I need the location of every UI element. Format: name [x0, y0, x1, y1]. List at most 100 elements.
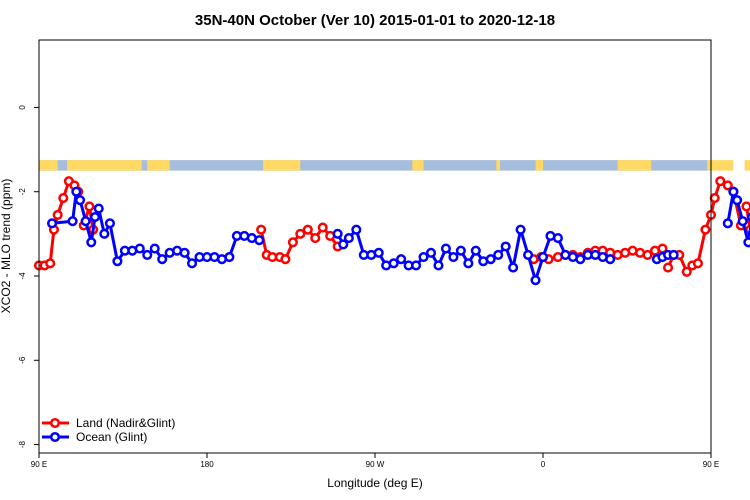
data-point-ocean [396, 254, 407, 265]
data-point-ocean [500, 241, 511, 252]
data-point-ocean [351, 224, 362, 235]
data-point-ocean [485, 254, 496, 265]
data-point-land [700, 224, 711, 235]
data-point-ocean [728, 186, 739, 197]
mask-land-segment [535, 160, 543, 171]
legend-item-land: Land (Nadir&Glint) [42, 416, 175, 430]
series-ocean [47, 186, 750, 286]
data-point-ocean [112, 256, 123, 267]
data-point-ocean [455, 245, 466, 256]
data-point-ocean [668, 249, 679, 260]
data-point-ocean [722, 218, 733, 229]
data-point-ocean [493, 249, 504, 260]
data-point-ocean [187, 258, 198, 269]
data-point-ocean [71, 186, 82, 197]
legend-item-ocean: Ocean (Glint) [42, 430, 147, 444]
data-point-ocean [67, 216, 78, 227]
data-point-ocean [732, 195, 743, 206]
data-point-land [280, 254, 291, 265]
x-tick-label: 90 E [703, 460, 719, 469]
mask-land-segment [67, 160, 142, 171]
data-point-land [256, 224, 267, 235]
land-ocean-mask-band [39, 160, 750, 171]
data-point-ocean [343, 233, 354, 244]
x-tick-label: 90 E [31, 460, 47, 469]
data-point-ocean [433, 260, 444, 271]
data-point-ocean [179, 247, 190, 258]
x-axis-label: Longitude (deg E) [327, 476, 422, 490]
data-point-land [709, 192, 720, 204]
data-point-ocean [373, 247, 384, 258]
series-layer [33, 176, 750, 286]
data-point-ocean [47, 218, 58, 229]
data-point-ocean [254, 235, 265, 246]
data-point-ocean [75, 195, 86, 206]
data-point-ocean [575, 254, 586, 265]
mask-land-segment [496, 160, 501, 171]
y-tick-label: -8 [18, 440, 27, 448]
data-point-ocean [134, 243, 145, 254]
data-point-ocean [448, 251, 459, 263]
data-point-ocean [388, 258, 399, 269]
data-point-ocean [224, 251, 235, 263]
data-point-ocean [104, 218, 115, 229]
data-point-land [295, 228, 306, 239]
data-point-ocean [149, 243, 160, 254]
data-point-ocean [552, 233, 563, 244]
data-point-ocean [440, 243, 451, 254]
data-point-ocean [523, 249, 534, 260]
data-point-land [715, 176, 726, 187]
data-point-ocean [530, 275, 541, 286]
data-point-ocean [93, 203, 104, 214]
legend-label-ocean: Ocean (Glint) [76, 430, 147, 444]
data-point-land [58, 192, 69, 204]
data-point-ocean [743, 237, 750, 248]
chart-title: 35N-40N October (Ver 10) 2015-01-01 to 2… [195, 12, 555, 29]
x-tick-label: 90 W [366, 460, 385, 469]
data-point-land [52, 209, 63, 220]
y-tick-label: -6 [18, 356, 27, 364]
y-axis-label: XCO2 - MLO trend (ppm) [0, 179, 13, 314]
data-point-ocean [737, 216, 748, 227]
legend-label-land: Land (Nadir&Glint) [76, 416, 175, 430]
y-tick-label: 0 [18, 105, 27, 110]
data-point-ocean [425, 247, 437, 258]
data-point-ocean [157, 254, 168, 265]
data-point-ocean [332, 228, 343, 239]
data-point-ocean [80, 216, 91, 227]
data-point-land [310, 233, 321, 244]
y-tick-label: -2 [18, 188, 27, 196]
data-point-ocean [605, 254, 616, 265]
mask-land-segment [263, 160, 301, 171]
data-point-ocean [515, 224, 526, 235]
data-point-land [741, 201, 750, 212]
mask-land-segment [147, 160, 170, 171]
mask-land-segment [744, 160, 750, 171]
data-point-land [287, 237, 298, 248]
data-point-ocean [418, 251, 429, 263]
data-point-land [692, 258, 703, 269]
data-point-ocean [411, 260, 422, 271]
data-point-land [317, 222, 328, 233]
mask-land-segment [707, 160, 734, 171]
data-point-ocean [537, 251, 549, 263]
mask-land-segment [412, 160, 424, 171]
legend-marker-ocean [49, 431, 61, 443]
data-point-ocean [89, 211, 101, 223]
legend: Land (Nadir&Glint) Ocean (Glint) [42, 416, 175, 444]
legend-marker-land [49, 417, 61, 429]
data-point-ocean [470, 245, 481, 256]
data-point-ocean [508, 262, 519, 273]
x-tick-label: 180 [200, 460, 214, 469]
data-point-ocean [86, 237, 97, 248]
data-point-ocean [142, 249, 153, 260]
data-point-land [722, 180, 733, 191]
data-point-land [84, 201, 95, 212]
mask-land-segment [39, 160, 58, 171]
data-point-ocean [338, 239, 349, 250]
x-tick-label: 0 [541, 460, 546, 469]
data-point-land [45, 258, 56, 269]
data-point-land [681, 266, 692, 277]
